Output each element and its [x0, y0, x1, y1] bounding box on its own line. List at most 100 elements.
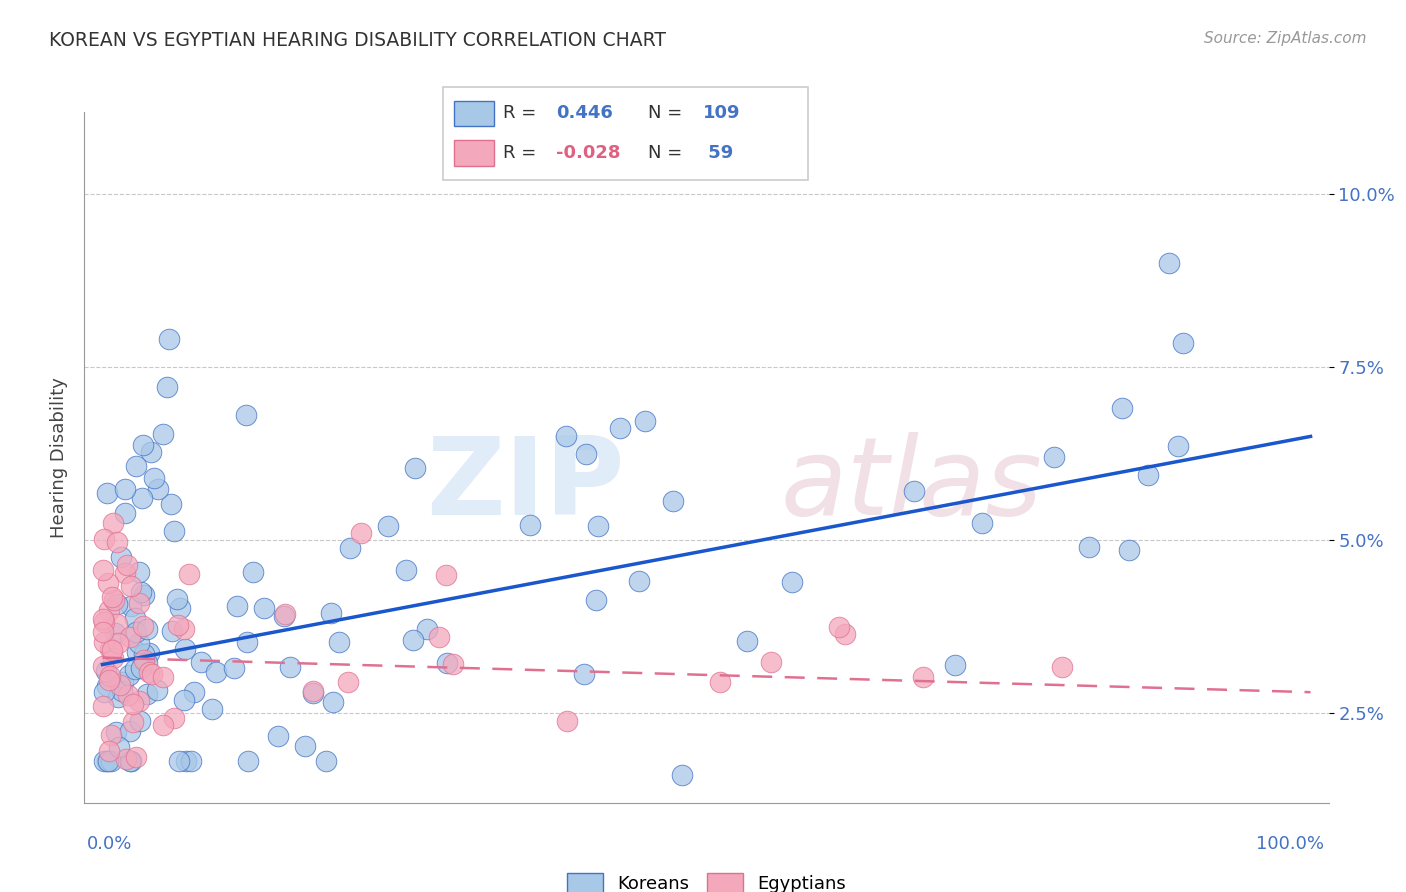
FancyBboxPatch shape: [443, 87, 808, 180]
Text: atlas: atlas: [780, 433, 1043, 537]
Point: [101, 591, 124, 605]
Point: [91, 612, 114, 626]
Point: [236, 755, 259, 769]
Point: [131, 491, 153, 505]
Point: [183, 685, 205, 699]
Point: [166, 618, 188, 632]
Point: [117, 689, 139, 703]
Point: [114, 506, 136, 520]
Point: [114, 566, 136, 580]
Point: [124, 750, 146, 764]
Point: [555, 714, 578, 728]
Point: [912, 670, 935, 684]
Point: [709, 674, 731, 689]
Point: [103, 651, 125, 665]
Point: [436, 657, 458, 671]
Point: [224, 660, 246, 674]
Point: [280, 660, 302, 674]
Point: [96, 680, 118, 694]
Point: [97, 575, 120, 590]
Point: [163, 711, 186, 725]
Point: [107, 636, 129, 650]
Point: [115, 752, 138, 766]
Point: [121, 698, 143, 712]
Point: [575, 447, 598, 461]
Point: [1157, 256, 1180, 270]
Point: [94, 664, 117, 678]
Point: [585, 593, 607, 607]
Point: [124, 662, 146, 676]
Point: [1167, 440, 1189, 454]
Point: [377, 519, 399, 533]
Point: [129, 585, 152, 599]
Point: [107, 690, 129, 704]
Point: [167, 755, 190, 769]
Point: [93, 615, 115, 629]
Point: [107, 739, 129, 754]
Point: [146, 482, 169, 496]
Y-axis label: Hearing Disability: Hearing Disability: [49, 376, 67, 538]
Point: [98, 603, 121, 617]
Point: [402, 632, 425, 647]
Point: [120, 724, 142, 739]
Point: [97, 755, 120, 769]
Point: [328, 634, 350, 648]
Point: [627, 574, 650, 588]
Point: [118, 667, 141, 681]
Point: [315, 755, 337, 769]
Point: [404, 460, 426, 475]
Point: [395, 563, 418, 577]
Point: [120, 579, 142, 593]
Point: [572, 666, 595, 681]
Point: [1052, 660, 1074, 674]
Point: [98, 669, 121, 683]
Point: [100, 728, 122, 742]
Point: [201, 702, 224, 716]
Point: [972, 516, 994, 530]
Point: [157, 332, 180, 346]
Point: [828, 620, 851, 634]
Point: [152, 670, 174, 684]
Point: [152, 426, 174, 441]
Point: [98, 641, 121, 656]
Point: [166, 592, 188, 607]
Point: [322, 695, 344, 709]
Point: [1043, 450, 1066, 465]
Point: [662, 493, 685, 508]
Point: [120, 599, 142, 614]
Point: [101, 643, 124, 657]
Point: [111, 683, 134, 698]
Point: [138, 665, 160, 679]
Point: [118, 630, 141, 644]
Point: [634, 414, 657, 428]
Point: [110, 550, 132, 565]
Text: 0.446: 0.446: [557, 104, 613, 122]
Point: [142, 471, 165, 485]
Point: [163, 524, 186, 539]
Point: [132, 619, 155, 633]
Point: [555, 429, 578, 443]
Point: [134, 653, 156, 667]
Point: [136, 657, 159, 671]
Point: [93, 698, 115, 713]
Point: [173, 693, 195, 707]
Point: [190, 655, 212, 669]
Point: [93, 755, 115, 769]
Point: [91, 563, 114, 577]
Point: [160, 498, 183, 512]
Point: [1136, 467, 1159, 482]
Text: KOREAN VS EGYPTIAN HEARING DISABILITY CORRELATION CHART: KOREAN VS EGYPTIAN HEARING DISABILITY CO…: [49, 31, 666, 50]
Point: [834, 627, 856, 641]
Point: [105, 534, 128, 549]
Point: [93, 532, 115, 546]
Point: [101, 516, 124, 530]
Point: [128, 596, 150, 610]
Point: [302, 686, 325, 700]
Point: [111, 674, 134, 689]
Point: [124, 611, 146, 625]
Point: [100, 755, 122, 769]
Point: [114, 483, 136, 497]
Point: [434, 568, 457, 582]
Point: [242, 565, 264, 579]
Point: [91, 624, 114, 639]
